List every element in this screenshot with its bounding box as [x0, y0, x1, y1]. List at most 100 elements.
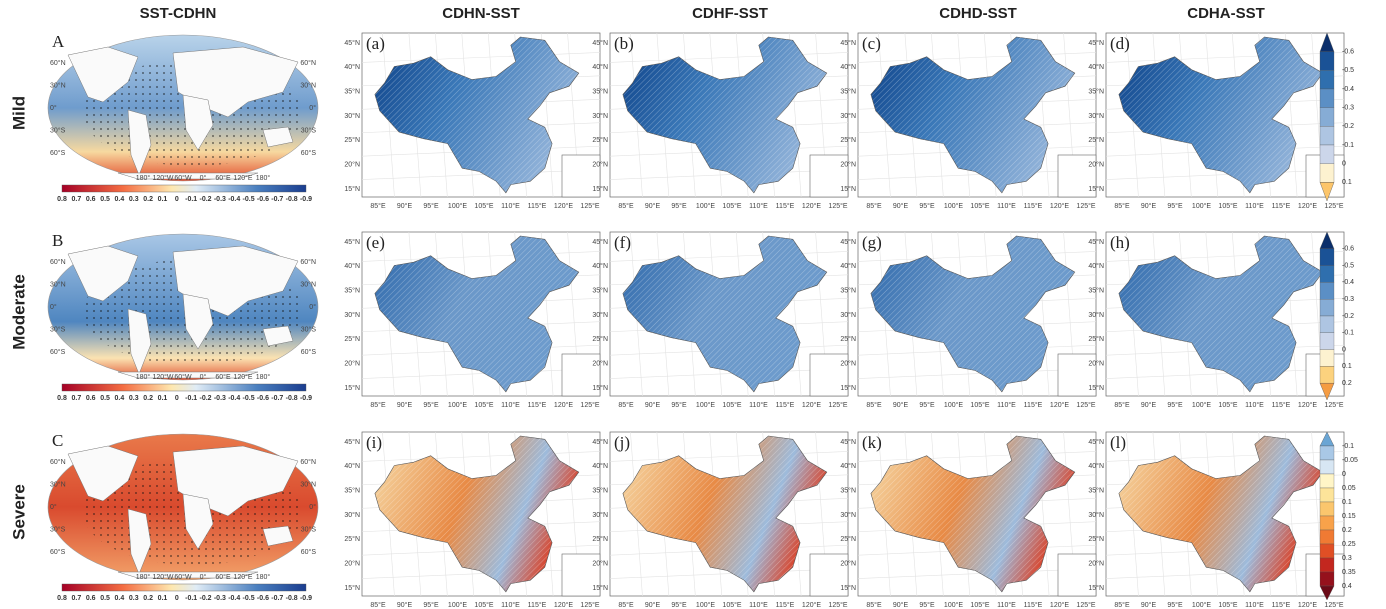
- colorbar-label: 0: [1342, 471, 1346, 478]
- lat-label: 15°N: [592, 584, 608, 592]
- colorbar-segment: [1320, 249, 1334, 266]
- colorbar-label: 0.4: [115, 196, 125, 203]
- lon-label: 60°E: [215, 373, 231, 381]
- lon-label: 85°E: [866, 601, 882, 609]
- lat-label: 25°N: [592, 535, 608, 543]
- lon-label: 0°: [200, 174, 207, 182]
- lat-label: 60°S: [301, 348, 317, 356]
- column-header: CDHA-SST: [1187, 5, 1265, 22]
- lat-label: 60°N: [50, 59, 66, 67]
- lon-label: 120°E: [1050, 401, 1069, 409]
- lon-label: 110°E: [749, 401, 768, 409]
- lat-label: 20°N: [840, 161, 856, 169]
- colorbar-label: -0.4: [1342, 86, 1354, 93]
- lon-label: 85°E: [618, 401, 634, 409]
- colorbar-segment: [1320, 488, 1334, 502]
- colorbar-segment: [1320, 446, 1334, 460]
- colorbar-label: -0.4: [1342, 279, 1354, 286]
- lon-label: 60°W: [174, 573, 192, 581]
- lat-label: 15°N: [1088, 185, 1104, 193]
- lat-label: 40°N: [1088, 462, 1104, 470]
- lat-label: 45°N: [592, 238, 608, 246]
- colorbar-label: 0.35: [1342, 569, 1356, 576]
- colorbar-segment: [1320, 126, 1334, 145]
- colorbar-label: 0.5: [100, 196, 110, 203]
- lon-label: 95°E: [671, 601, 687, 609]
- colorbar-label: 0.2: [1342, 380, 1352, 387]
- panel-letter: C: [52, 431, 63, 450]
- lon-label: 85°E: [618, 202, 634, 210]
- lon-label: 115°E: [1272, 601, 1291, 609]
- lon-label: 110°E: [997, 601, 1016, 609]
- colorbar-label: 0.2: [143, 595, 153, 602]
- lon-label: 110°E: [997, 202, 1016, 210]
- panel-label: (b): [614, 34, 634, 53]
- lon-label: 95°E: [1167, 202, 1183, 210]
- lon-label: 180°: [256, 174, 271, 182]
- colorbar-label: 0.8: [57, 196, 67, 203]
- lat-label: 60°N: [50, 458, 66, 466]
- lon-label: 85°E: [866, 202, 882, 210]
- lat-label: 45°N: [592, 39, 608, 47]
- lon-label: 100°E: [1192, 202, 1211, 210]
- lat-label: 25°N: [592, 136, 608, 144]
- lat-label: 40°N: [1088, 63, 1104, 71]
- lat-label: 40°N: [840, 462, 856, 470]
- lon-label: 90°E: [1141, 401, 1157, 409]
- row-label: Mild: [9, 96, 28, 130]
- lon-label: 90°E: [1141, 601, 1157, 609]
- lon-label: 180°: [256, 373, 271, 381]
- lat-label: 40°N: [344, 63, 360, 71]
- lon-label: 100°E: [944, 401, 963, 409]
- lon-label: 0°: [200, 573, 207, 581]
- colorbar-label: 0.4: [1342, 583, 1352, 590]
- colorbar-label: -0.8: [286, 595, 298, 602]
- lon-label: 90°E: [397, 601, 413, 609]
- colorbar-segment: [1320, 350, 1334, 367]
- lon-label: 105°E: [1218, 601, 1237, 609]
- lat-label: 60°S: [50, 149, 66, 157]
- colorbar-segment: [1320, 108, 1334, 127]
- colorbar-label: 0.6: [86, 595, 96, 602]
- colorbar-label: -0.1: [185, 595, 197, 602]
- colorbar-label: 0.25: [1342, 541, 1356, 548]
- lon-label: 100°E: [1192, 601, 1211, 609]
- lon-label: 60°E: [215, 573, 231, 581]
- lat-label: 35°N: [1088, 287, 1104, 295]
- lat-label: 20°N: [840, 360, 856, 368]
- lon-label: 90°E: [893, 401, 909, 409]
- lon-label: 110°E: [501, 401, 520, 409]
- lon-label: 125°E: [1076, 601, 1095, 609]
- lon-label: 105°E: [1218, 401, 1237, 409]
- colorbar-label: -0.2: [199, 196, 211, 203]
- colorbar-label: 0.7: [71, 395, 81, 402]
- colorbar-label: 0: [175, 395, 179, 402]
- colorbar-label: 0.8: [57, 395, 67, 402]
- colorbar-label: 0.05: [1342, 485, 1356, 492]
- lon-label: 90°E: [645, 601, 661, 609]
- lat-label: 30°N: [344, 511, 360, 519]
- lon-label: 100°E: [448, 401, 467, 409]
- lat-label: 60°S: [301, 548, 317, 556]
- lon-label: 100°E: [448, 202, 467, 210]
- lon-label: 125°E: [580, 202, 599, 210]
- lat-label: 20°N: [344, 360, 360, 368]
- lon-label: 85°E: [1114, 601, 1130, 609]
- lon-label: 100°E: [1192, 401, 1211, 409]
- lat-label: 15°N: [840, 185, 856, 193]
- lon-label: 120°E: [1298, 202, 1317, 210]
- lat-label: 25°N: [840, 136, 856, 144]
- lat-label: 35°N: [840, 487, 856, 495]
- lat-label: 30°N: [840, 511, 856, 519]
- lat-label: 60°N: [300, 59, 316, 67]
- lat-label: 30°N: [1088, 511, 1104, 519]
- lon-label: 95°E: [919, 202, 935, 210]
- panel-label: (j): [614, 433, 630, 452]
- colorbar-label: 0.1: [158, 595, 168, 602]
- lat-label: 35°N: [592, 287, 608, 295]
- lon-label: 180°: [136, 174, 151, 182]
- lat-label: 35°N: [592, 88, 608, 96]
- colorbar-label: 0.1: [1342, 363, 1352, 370]
- lon-label: 100°E: [944, 202, 963, 210]
- lon-label: 110°E: [749, 202, 768, 210]
